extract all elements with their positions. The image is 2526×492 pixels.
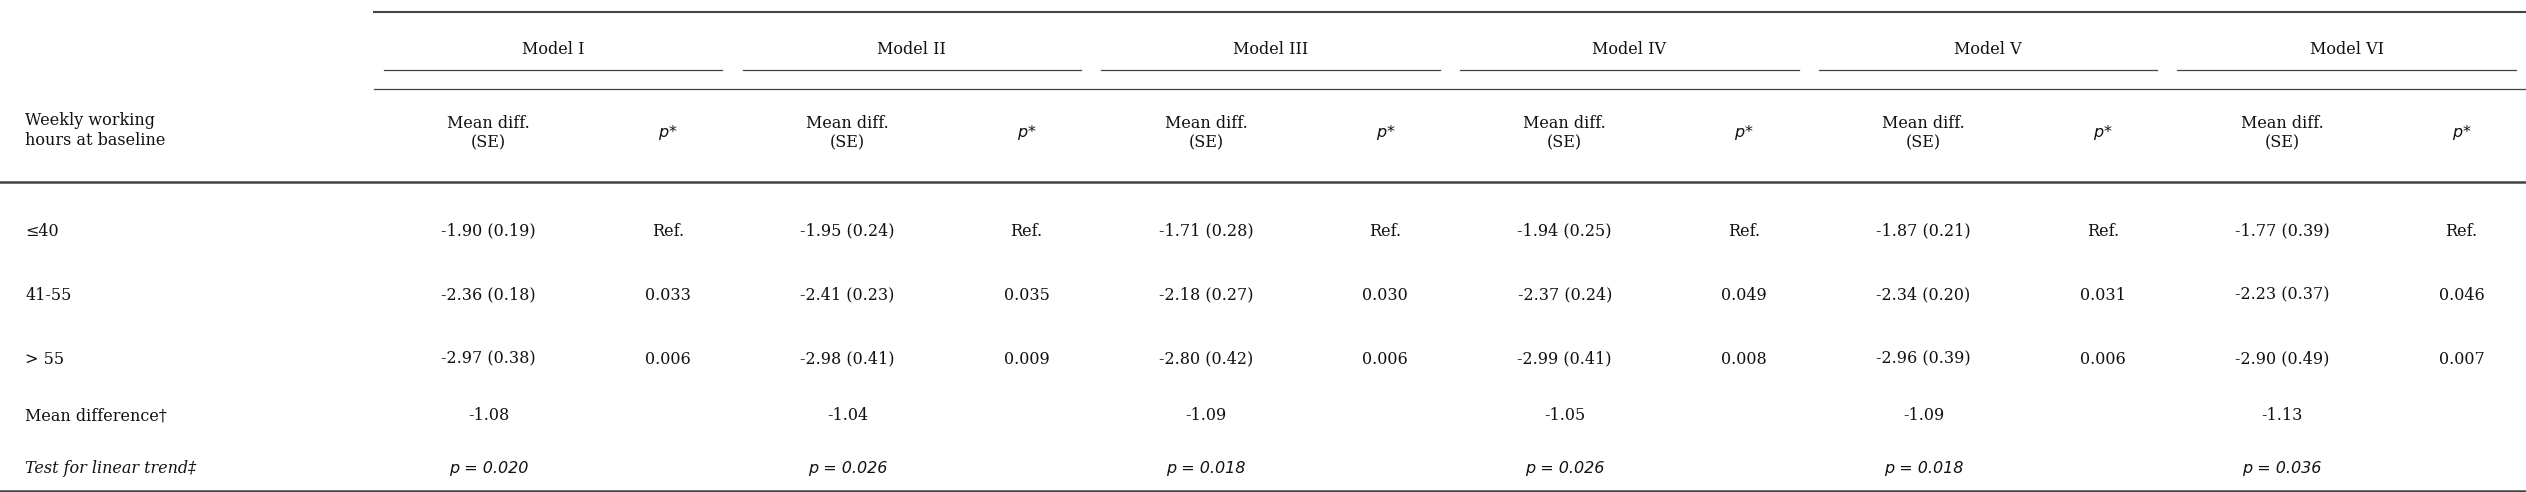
Text: p = 0.020: p = 0.020: [450, 461, 528, 476]
Text: 0.030: 0.030: [1362, 287, 1407, 304]
Text: Ref.: Ref.: [1728, 223, 1761, 240]
Text: -2.18 (0.27): -2.18 (0.27): [1159, 287, 1253, 304]
Text: -1.08: -1.08: [467, 407, 510, 424]
Text: Mean diff.
(SE): Mean diff. (SE): [1882, 115, 1965, 151]
Text: Ref.: Ref.: [2086, 223, 2119, 240]
Text: -1.09: -1.09: [1902, 407, 1945, 424]
Text: Ref.: Ref.: [1010, 223, 1043, 240]
Text: Model II: Model II: [877, 41, 947, 58]
Text: $p$*: $p$*: [2094, 123, 2112, 142]
Text: p = 0.018: p = 0.018: [1167, 461, 1245, 476]
Text: ≤40: ≤40: [25, 223, 58, 240]
Text: -2.41 (0.23): -2.41 (0.23): [801, 287, 894, 304]
Text: Mean diff.
(SE): Mean diff. (SE): [447, 115, 530, 151]
Text: 0.035: 0.035: [1003, 287, 1051, 304]
Text: -2.80 (0.42): -2.80 (0.42): [1159, 351, 1253, 368]
Text: 0.046: 0.046: [2438, 287, 2483, 304]
Text: p = 0.026: p = 0.026: [1526, 461, 1604, 476]
Text: Model V: Model V: [1955, 41, 2021, 58]
Text: p = 0.036: p = 0.036: [2243, 461, 2321, 476]
Text: Model VI: Model VI: [2309, 41, 2385, 58]
Text: -1.94 (0.25): -1.94 (0.25): [1518, 223, 1612, 240]
Text: 0.007: 0.007: [2438, 351, 2483, 368]
Text: -2.37 (0.24): -2.37 (0.24): [1518, 287, 1612, 304]
Text: -1.95 (0.24): -1.95 (0.24): [801, 223, 894, 240]
Text: -1.71 (0.28): -1.71 (0.28): [1159, 223, 1253, 240]
Text: 0.031: 0.031: [2079, 287, 2127, 304]
Text: Ref.: Ref.: [652, 223, 685, 240]
Text: p = 0.026: p = 0.026: [808, 461, 887, 476]
Text: -1.87 (0.21): -1.87 (0.21): [1877, 223, 1970, 240]
Text: 0.006: 0.006: [644, 351, 690, 368]
Text: Weekly working
hours at baseline: Weekly working hours at baseline: [25, 112, 167, 149]
Text: $p$*: $p$*: [1377, 123, 1394, 142]
Text: -1.90 (0.19): -1.90 (0.19): [442, 223, 536, 240]
Text: -2.99 (0.41): -2.99 (0.41): [1518, 351, 1612, 368]
Text: Mean diff.
(SE): Mean diff. (SE): [2241, 115, 2324, 151]
Text: Ref.: Ref.: [2445, 223, 2478, 240]
Text: -2.90 (0.49): -2.90 (0.49): [2236, 351, 2329, 368]
Text: -1.05: -1.05: [1543, 407, 1586, 424]
Text: -1.13: -1.13: [2261, 407, 2304, 424]
Text: p = 0.018: p = 0.018: [1884, 461, 1963, 476]
Text: Mean diff.
(SE): Mean diff. (SE): [1164, 115, 1248, 151]
Text: -1.04: -1.04: [826, 407, 869, 424]
Text: Model IV: Model IV: [1591, 41, 1667, 58]
Text: -2.96 (0.39): -2.96 (0.39): [1877, 351, 1970, 368]
Text: -2.34 (0.20): -2.34 (0.20): [1877, 287, 1970, 304]
Text: -2.97 (0.38): -2.97 (0.38): [442, 351, 536, 368]
Text: $p$*: $p$*: [2453, 123, 2470, 142]
Text: Model I: Model I: [523, 41, 584, 58]
Text: 0.049: 0.049: [1720, 287, 1766, 304]
Text: 0.006: 0.006: [2079, 351, 2124, 368]
Text: > 55: > 55: [25, 351, 63, 368]
Text: 41-55: 41-55: [25, 287, 71, 304]
Text: 0.006: 0.006: [1362, 351, 1407, 368]
Text: Mean diff.
(SE): Mean diff. (SE): [806, 115, 889, 151]
Text: Ref.: Ref.: [1369, 223, 1402, 240]
Text: 0.033: 0.033: [644, 287, 692, 304]
Text: -2.98 (0.41): -2.98 (0.41): [801, 351, 894, 368]
Text: 0.009: 0.009: [1003, 351, 1048, 368]
Text: $p$*: $p$*: [659, 123, 677, 142]
Text: Mean difference†: Mean difference†: [25, 407, 167, 424]
Text: Test for linear trend‡: Test for linear trend‡: [25, 460, 197, 477]
Text: -1.09: -1.09: [1185, 407, 1228, 424]
Text: 0.008: 0.008: [1720, 351, 1766, 368]
Text: Model III: Model III: [1233, 41, 1308, 58]
Text: $p$*: $p$*: [1735, 123, 1753, 142]
Text: -2.23 (0.37): -2.23 (0.37): [2236, 287, 2329, 304]
Text: $p$*: $p$*: [1018, 123, 1036, 142]
Text: -1.77 (0.39): -1.77 (0.39): [2236, 223, 2329, 240]
Text: Mean diff.
(SE): Mean diff. (SE): [1523, 115, 1607, 151]
Text: -2.36 (0.18): -2.36 (0.18): [442, 287, 536, 304]
